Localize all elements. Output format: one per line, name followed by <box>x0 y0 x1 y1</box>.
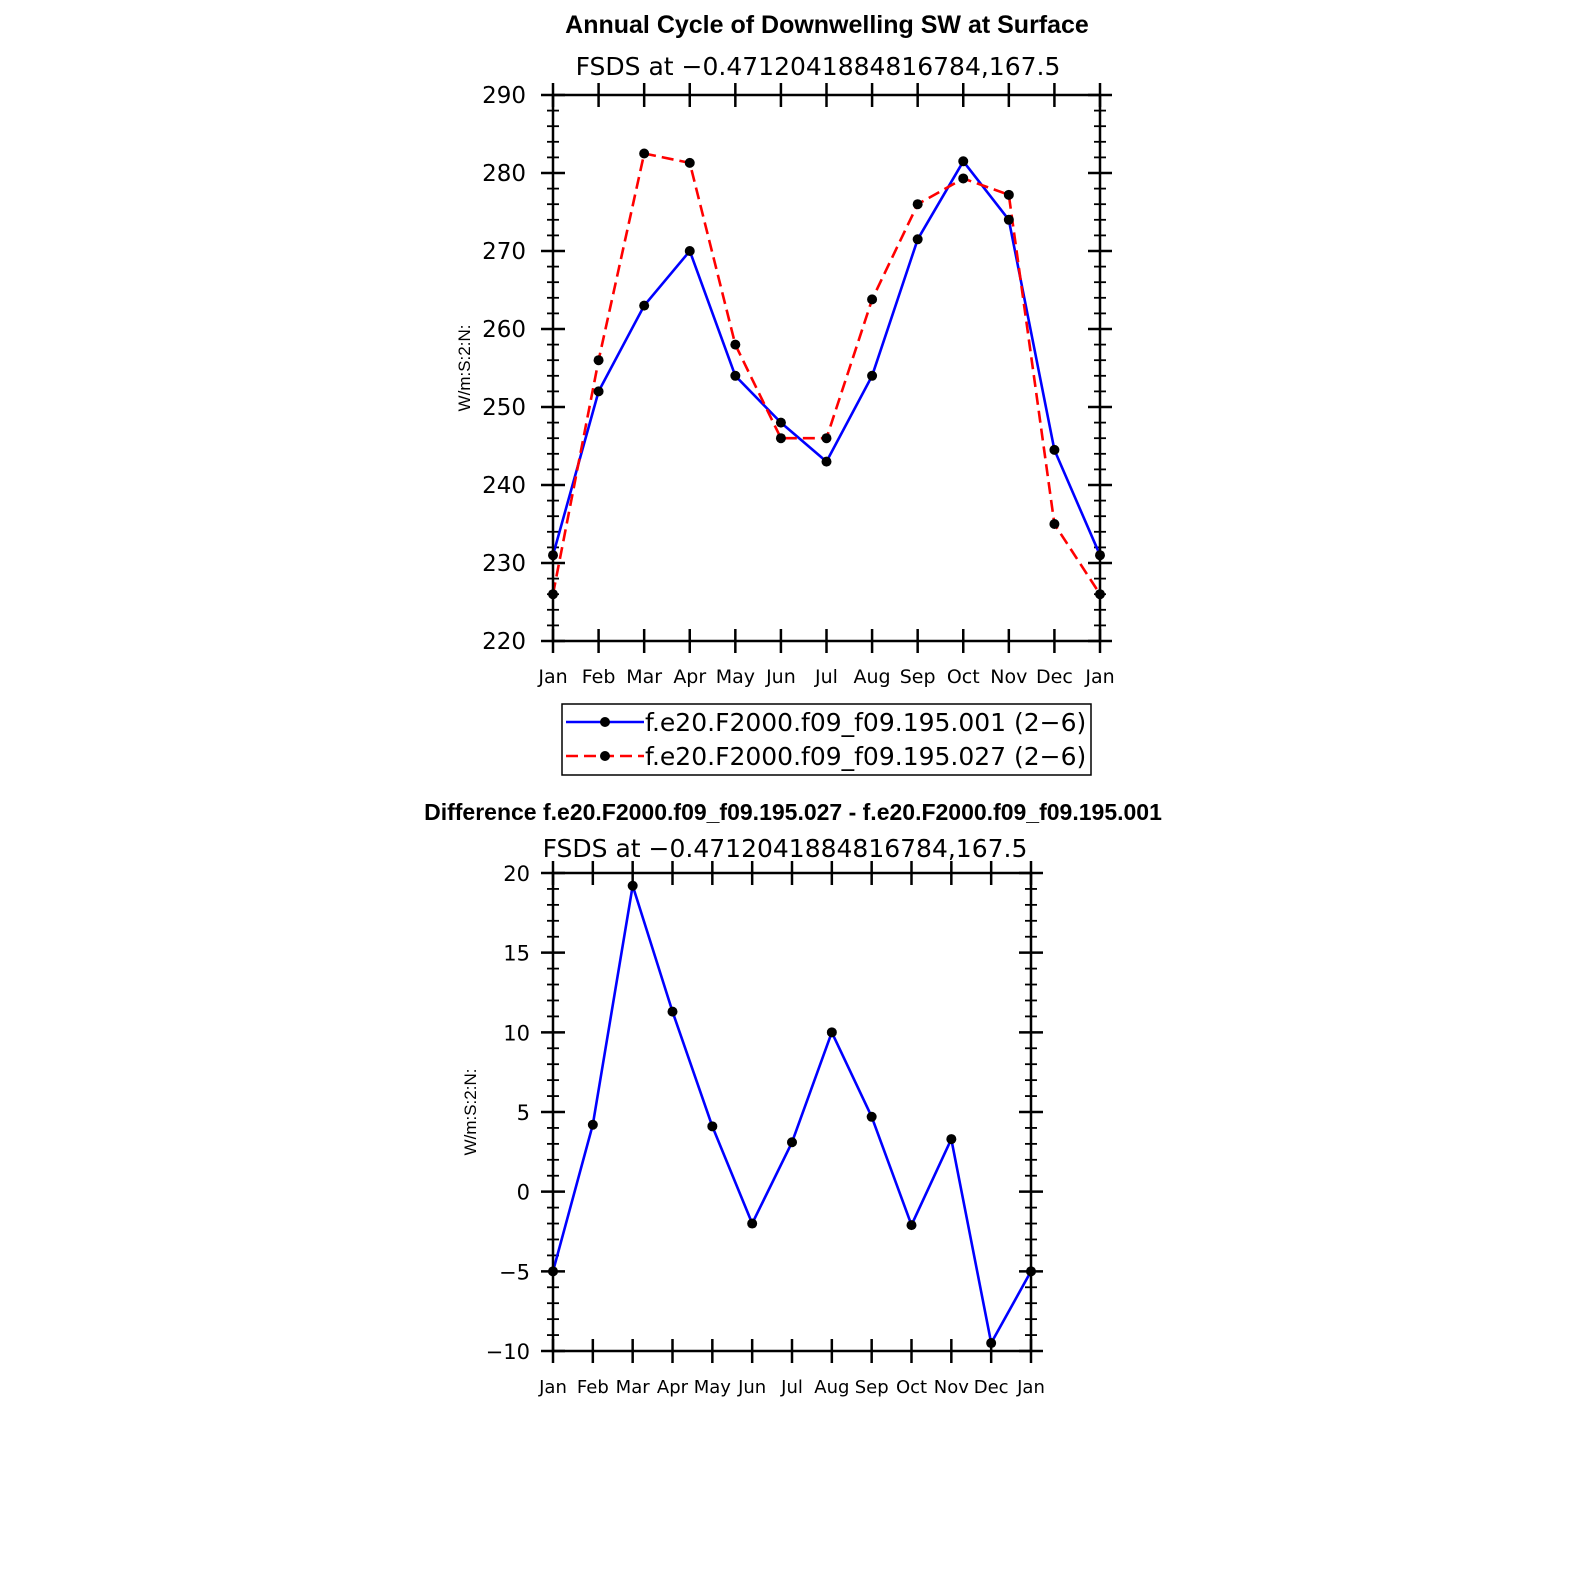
data-point-s1-4 <box>707 1121 718 1132</box>
difference-chart: Difference f.e20.F2000.f09_f09.195.027 -… <box>424 799 1162 1398</box>
x-tick-label: Aug <box>814 1377 849 1398</box>
chart-title: Difference f.e20.F2000.f09_f09.195.027 -… <box>424 799 1162 825</box>
y-tick-label: 290 <box>482 83 526 109</box>
legend-label-run-001: f.e20.F2000.f09_f09.195.001 (2−6) <box>645 708 1086 737</box>
x-tick-label: Jan <box>1016 1377 1045 1398</box>
legend-marker-run-001 <box>600 717 610 727</box>
y-tick-label: 220 <box>482 629 526 655</box>
chart-subtitle: FSDS at −0.4712041884816784,167.5 <box>543 834 1028 863</box>
data-point-s2-5 <box>775 433 786 444</box>
y-tick-label: 0 <box>517 1181 530 1205</box>
x-tick-label: Oct <box>896 1377 927 1398</box>
data-point-s2-3 <box>684 157 695 168</box>
data-point-s1-8 <box>866 1111 877 1122</box>
y-tick-label: 270 <box>482 239 526 265</box>
data-point-s1-3 <box>667 1006 678 1017</box>
x-tick-label: Jan <box>1084 666 1114 688</box>
data-point-s1-6 <box>821 456 832 467</box>
data-point-s1-11 <box>986 1338 997 1349</box>
data-point-s2-10 <box>1003 189 1014 200</box>
data-point-s2-6 <box>821 433 832 444</box>
data-point-s1-9 <box>958 156 969 167</box>
data-point-s1-7 <box>867 370 878 381</box>
y-tick-label: −10 <box>486 1340 530 1364</box>
y-tick-label: 20 <box>503 862 530 886</box>
data-point-s1-5 <box>775 417 786 428</box>
series-group <box>548 880 1036 1349</box>
annual-cycle-chart: Annual Cycle of Downwelling SW at Surfac… <box>455 11 1115 776</box>
y-tick-labels: 220 230 240 250 260 270 280 290 <box>482 83 526 655</box>
data-point-s2-9 <box>958 173 969 184</box>
data-point-s2-2 <box>639 148 650 159</box>
x-tick-label: Oct <box>947 666 980 688</box>
y-axis-label: W/m:S:2:N: <box>455 325 474 412</box>
x-tick-label: Apr <box>657 1377 689 1398</box>
x-tick-label: Jul <box>814 666 838 688</box>
x-tick-label: Nov <box>990 666 1027 688</box>
x-tick-label: Sep <box>855 1377 889 1398</box>
data-point-s2-1 <box>593 355 604 366</box>
x-tick-label: Aug <box>854 666 891 688</box>
data-point-s1-3 <box>684 246 695 256</box>
data-point-s1-1 <box>587 1119 598 1130</box>
y-tick-labels: −10 −5 0 5 10 15 20 <box>486 862 530 1364</box>
y-tick-label: 10 <box>503 1021 530 1045</box>
data-point-s2-8 <box>912 199 923 210</box>
x-tick-label: Apr <box>673 666 706 688</box>
x-tick-labels: Jan Feb Mar Apr May Jun Jul Aug Sep Oct Nov Dec Jan <box>538 1377 1045 1398</box>
data-point-s1-7 <box>826 1027 837 1038</box>
data-point-s2-7 <box>867 294 878 305</box>
y-tick-label: 230 <box>482 551 526 577</box>
data-point-s1-10 <box>1003 214 1014 225</box>
y-tick-label: 5 <box>517 1101 530 1125</box>
x-tick-label: Nov <box>934 1377 969 1398</box>
x-tick-label: May <box>716 666 755 688</box>
y-tick-label: 280 <box>482 161 526 187</box>
data-point-s1-2 <box>627 880 638 891</box>
plot-frame <box>551 871 1033 1353</box>
y-tick-label: −5 <box>499 1260 530 1284</box>
data-point-s1-8 <box>912 234 923 245</box>
x-tick-label: Jun <box>737 1377 766 1398</box>
x-tick-labels: Jan Feb Mar Apr May Jun Jul Aug Sep Oct Nov Dec Jan <box>537 666 1114 688</box>
y-tick-label: 240 <box>482 473 526 499</box>
x-tick-label: Mar <box>616 1377 651 1398</box>
plot-frame <box>551 93 1102 643</box>
chart-title: Annual Cycle of Downwelling SW at Surfac… <box>565 11 1089 39</box>
chart-subtitle: FSDS at −0.4712041884816784,167.5 <box>576 52 1061 81</box>
x-tick-label: Jan <box>537 666 567 688</box>
data-point-s1-9 <box>906 1220 917 1231</box>
x-tick-label: Jun <box>765 666 796 688</box>
data-point-s1-5 <box>747 1218 758 1229</box>
x-tick-label: Jul <box>780 1377 803 1398</box>
y-tick-label: 260 <box>482 317 526 343</box>
legend: f.e20.F2000.f09_f09.195.001 (2−6) f.e20.… <box>561 703 1092 776</box>
data-point-s1-2 <box>639 300 650 311</box>
data-point-s1-6 <box>787 1137 797 1148</box>
legend-marker-run-027 <box>600 751 610 761</box>
x-tick-label: Sep <box>900 666 936 688</box>
data-point-s1-1 <box>593 386 604 397</box>
x-tick-label: Mar <box>626 666 662 688</box>
data-point-s1-4 <box>730 370 741 381</box>
x-tick-label: Feb <box>577 1377 609 1398</box>
data-point-s1-11 <box>1049 444 1060 455</box>
series-group <box>548 148 1105 600</box>
x-tick-label: Feb <box>582 666 616 688</box>
y-axis-label: W/m:S:2:N: <box>461 1069 480 1156</box>
data-point-s1-10 <box>946 1134 957 1145</box>
y-tick-label: 250 <box>482 395 526 421</box>
x-tick-label: Dec <box>974 1377 1009 1398</box>
data-point-s2-11 <box>1049 519 1060 529</box>
x-tick-label: May <box>694 1377 732 1398</box>
legend-box <box>561 703 1092 776</box>
x-tick-label: Dec <box>1036 666 1073 688</box>
data-point-s2-4 <box>730 339 741 350</box>
legend-label-run-027: f.e20.F2000.f09_f09.195.027 (2−6) <box>645 742 1086 771</box>
y-tick-label: 15 <box>503 942 530 966</box>
x-tick-label: Jan <box>538 1377 567 1398</box>
